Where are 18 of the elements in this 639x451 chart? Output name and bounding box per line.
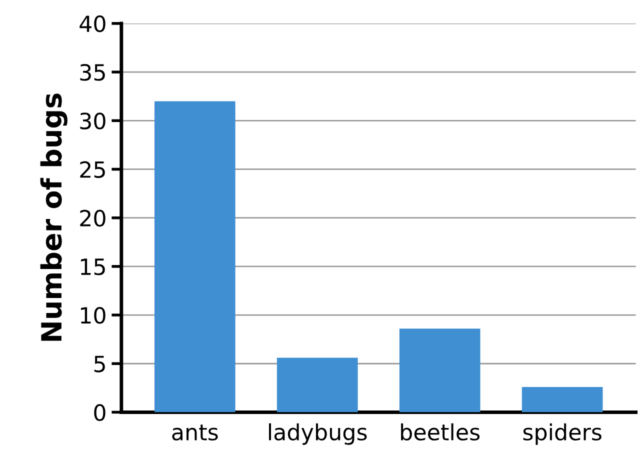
bar	[522, 386, 603, 412]
y-tick-label: 25	[80, 161, 105, 178]
y-tick-label: 15	[80, 258, 105, 276]
y-tick-label: 30	[80, 112, 106, 130]
y-tick-label: 20	[80, 210, 106, 227]
x-tick-label: beetles	[401, 423, 480, 441]
y-tick-label: 35	[80, 64, 105, 81]
x-tick-label: ants	[172, 424, 218, 441]
bar	[399, 328, 480, 412]
y-tick-label: 40	[80, 15, 106, 32]
bar	[154, 101, 236, 412]
y-axis-title: Number of bugs	[40, 94, 68, 341]
x-tick-label: spiders	[523, 423, 602, 445]
x-tick-label: ladybugs	[269, 423, 367, 445]
y-tick-label: 0	[94, 404, 106, 421]
bar	[276, 358, 358, 412]
y-tick-label: 5	[94, 356, 105, 372]
y-tick-label: 10	[80, 306, 106, 324]
